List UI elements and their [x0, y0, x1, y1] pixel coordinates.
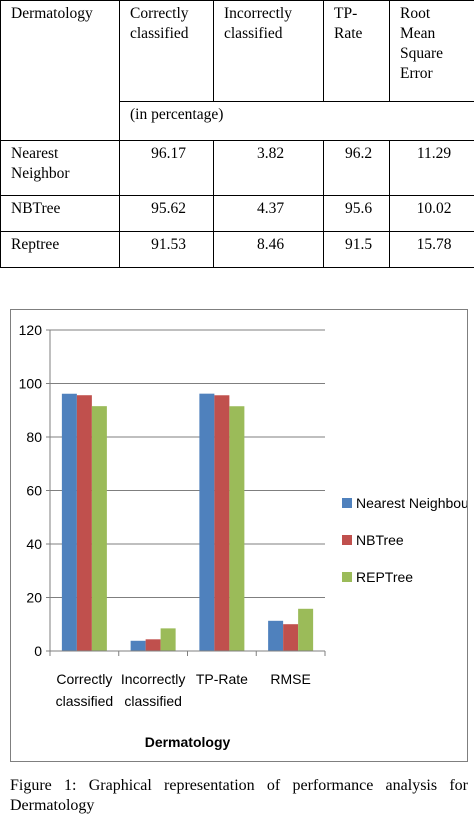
x-category-label: classified [56, 693, 114, 709]
legend-swatch [342, 535, 352, 545]
bar [61, 393, 77, 651]
y-tick-label: 0 [34, 643, 42, 659]
y-tick-label: 100 [19, 376, 43, 392]
bar [214, 395, 230, 651]
x-category-label: RMSE [270, 671, 310, 687]
x-axis-title: Dermatology [145, 734, 231, 750]
bar [283, 624, 299, 651]
row-name: NBTree [0, 195, 120, 232]
bar [199, 393, 215, 651]
legend-swatch [342, 498, 352, 508]
table-row: Reptree 91.53 8.46 91.5 15.78 [0, 231, 474, 268]
bar [298, 608, 314, 651]
cell-correct: 95.62 [119, 195, 214, 232]
unit-note: (in percentage) [119, 101, 474, 141]
header-correctly-classified: Correctly classified [119, 0, 214, 102]
cell-rmse: 11.29 [389, 140, 474, 196]
header-incorrectly-classified: Incorrectly classified [213, 0, 324, 102]
cell-correct: 96.17 [119, 140, 214, 196]
bar [160, 628, 176, 651]
x-category-label: TP-Rate [196, 671, 248, 687]
y-tick-label: 40 [26, 536, 42, 552]
bar [145, 639, 161, 651]
header-rmse: Root Mean Square Error [389, 0, 474, 102]
cell-tp-rate: 96.2 [323, 140, 390, 196]
row-name: Reptree [0, 231, 120, 268]
chart-frame: 0 20 40 60 80 100 120 Correctly classified Incorr… [10, 309, 474, 762]
header-tp-rate: TP-Rate [323, 0, 390, 102]
bar [130, 640, 146, 651]
header-dataset: Dermatology [0, 0, 120, 141]
bar [229, 406, 245, 651]
cell-incorrect: 3.82 [213, 140, 324, 196]
legend-swatch [342, 572, 352, 582]
y-tick-label: 120 [19, 322, 43, 338]
cell-correct: 91.53 [119, 231, 214, 268]
y-tick-label: 60 [26, 483, 42, 499]
y-tick-label: 80 [26, 429, 42, 445]
legend-label: NBTree [356, 532, 404, 548]
cell-incorrect: 4.37 [213, 195, 324, 232]
table-row: Nearest Neighbor 96.17 3.82 96.2 11.29 [0, 140, 474, 196]
cell-tp-rate: 91.5 [323, 231, 390, 268]
y-tick-label: 20 [26, 590, 42, 606]
results-table: Dermatology Correctly classified Incorre… [0, 0, 474, 268]
bar [268, 620, 284, 651]
figure-caption: Figure 1: Graphical representation of pe… [10, 777, 468, 814]
cell-incorrect: 8.46 [213, 231, 324, 268]
x-category-label: classified [124, 693, 182, 709]
x-category-label: Incorrectly [121, 671, 186, 687]
table-unit-row: (in percentage) [1, 101, 474, 141]
cell-rmse: 15.78 [389, 231, 474, 268]
cell-tp-rate: 95.6 [323, 195, 390, 232]
row-name: Nearest Neighbor [0, 140, 120, 196]
x-category-label: Correctly [56, 671, 112, 687]
bar [91, 406, 107, 651]
table-header-row: Dermatology Correctly classified Incorre… [0, 0, 474, 141]
bar-chart: 0 20 40 60 80 100 120 Correctly classified Incorr… [19, 322, 474, 750]
bar [76, 395, 92, 651]
cell-rmse: 10.02 [389, 195, 474, 232]
legend-label: Nearest Neighbour [356, 495, 467, 511]
legend-label: REPTree [356, 569, 413, 585]
table-row: NBTree 95.62 4.37 95.6 10.02 [0, 195, 474, 232]
